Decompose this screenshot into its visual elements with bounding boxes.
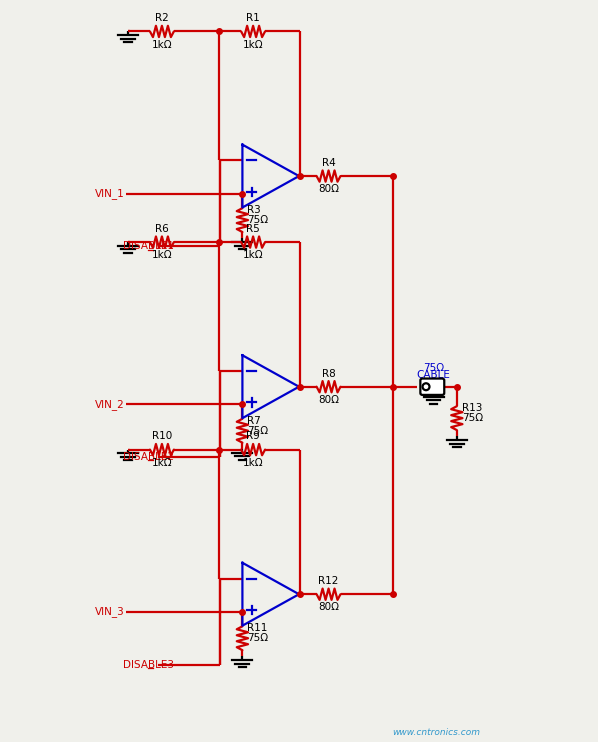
Text: 80Ω: 80Ω xyxy=(318,395,339,405)
Text: R10: R10 xyxy=(152,431,172,441)
Text: R2: R2 xyxy=(155,13,169,23)
Text: R4: R4 xyxy=(322,158,335,168)
Text: VIN_3: VIN_3 xyxy=(94,606,124,617)
Text: R6: R6 xyxy=(155,224,169,234)
FancyBboxPatch shape xyxy=(420,378,444,395)
Text: R1: R1 xyxy=(246,13,260,23)
Text: 1kΩ: 1kΩ xyxy=(152,250,172,260)
Text: 1kΩ: 1kΩ xyxy=(152,39,172,50)
Text: VIN_1: VIN_1 xyxy=(94,188,124,199)
Text: R12: R12 xyxy=(318,576,338,586)
Text: 75Ω: 75Ω xyxy=(462,413,483,423)
Text: 75Ω: 75Ω xyxy=(248,215,269,225)
Text: DISABLE2: DISABLE2 xyxy=(123,452,174,462)
Text: R3: R3 xyxy=(248,205,261,215)
Text: CABLE: CABLE xyxy=(417,370,450,381)
Text: 1kΩ: 1kΩ xyxy=(243,250,263,260)
Text: 80Ω: 80Ω xyxy=(318,184,339,194)
Text: 1kΩ: 1kΩ xyxy=(243,39,263,50)
Text: 1kΩ: 1kΩ xyxy=(152,458,172,467)
Text: 1kΩ: 1kΩ xyxy=(243,458,263,467)
Text: VIN_2: VIN_2 xyxy=(94,399,124,410)
Text: 75Ω: 75Ω xyxy=(423,363,444,373)
Text: R8: R8 xyxy=(322,369,335,378)
Text: 75Ω: 75Ω xyxy=(248,426,269,436)
Text: www.cntronics.com: www.cntronics.com xyxy=(392,728,480,737)
Text: 75Ω: 75Ω xyxy=(248,633,269,643)
Text: R13: R13 xyxy=(462,403,482,413)
Text: R11: R11 xyxy=(248,623,268,633)
Text: R5: R5 xyxy=(246,224,260,234)
Text: R9: R9 xyxy=(246,431,260,441)
Text: DISABLE1: DISABLE1 xyxy=(123,241,174,252)
Text: R7: R7 xyxy=(248,416,261,426)
Text: DISABLE3: DISABLE3 xyxy=(123,660,174,670)
Text: 80Ω: 80Ω xyxy=(318,603,339,612)
